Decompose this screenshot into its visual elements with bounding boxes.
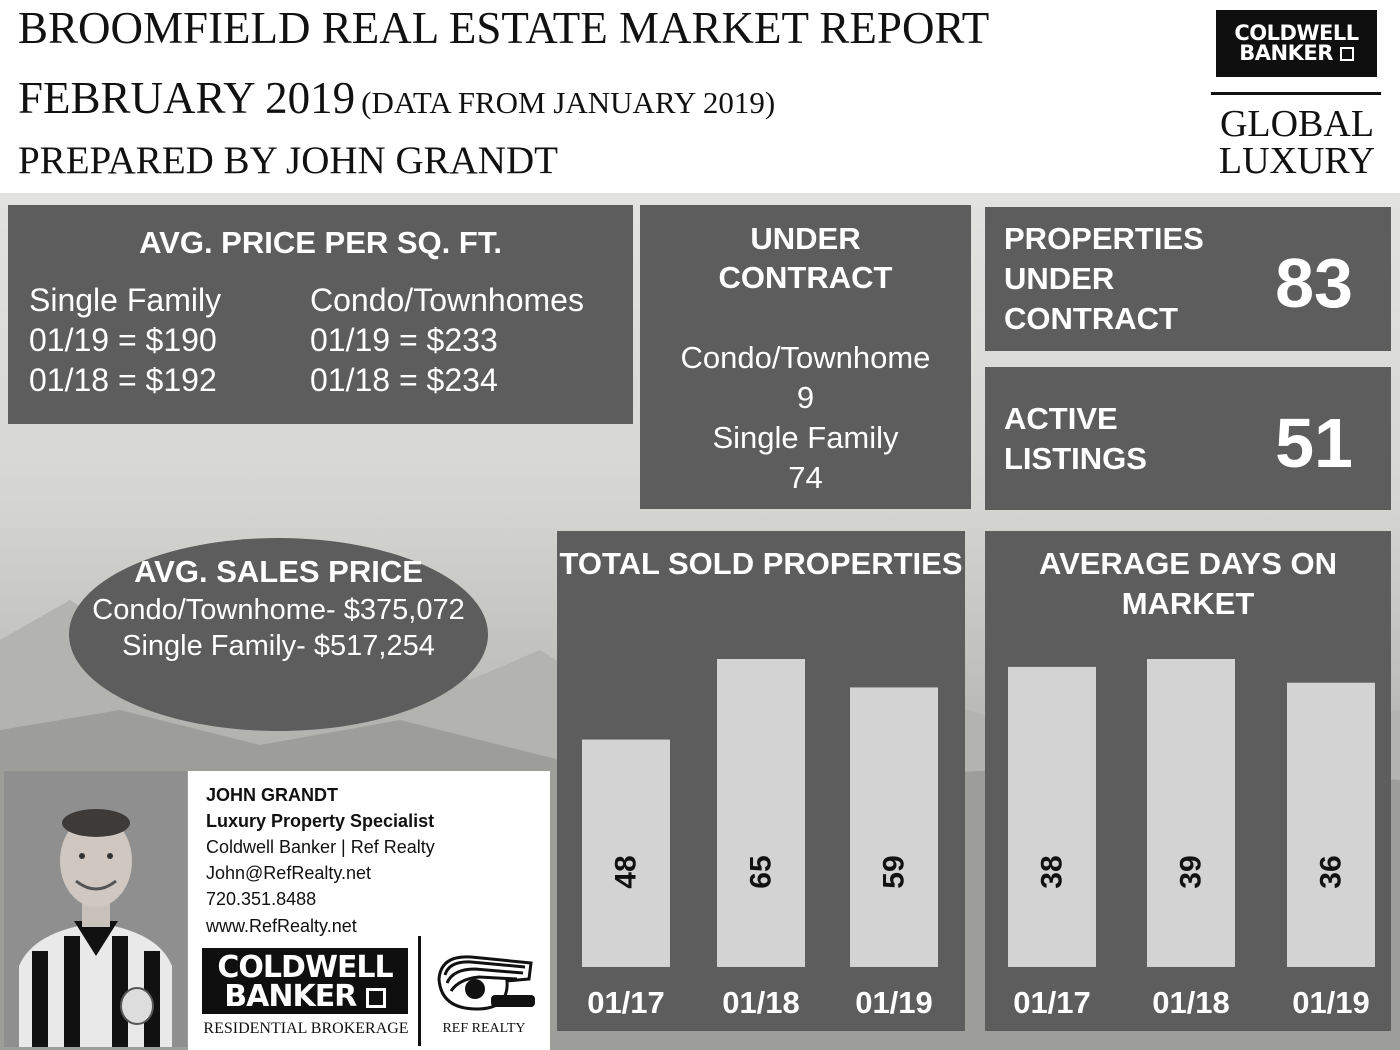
brokerage-logo-line2: BANKER [202, 979, 408, 1014]
properties-under-contract-label: PROPERTIES UNDER CONTRACT [1004, 219, 1204, 339]
brokerage-mark-icon [365, 987, 386, 1008]
x-tick-label: 01/19 [1292, 985, 1370, 1020]
logo-line2: BANKER [1216, 41, 1377, 65]
under-contract-title-line2: CONTRACT [718, 260, 893, 295]
logo-line2-text: BANKER [1239, 41, 1333, 65]
logo-line1: COLDWELL [1234, 21, 1359, 45]
report-month: FEBRUARY 2019 [18, 73, 356, 123]
price-per-sqft-panel: AVG. PRICE PER SQ. FT. Single Family 01/… [8, 205, 633, 424]
brokerage-logo-line1: COLDWELL [217, 950, 393, 985]
bar-value-label: 59 [878, 855, 911, 888]
brokerage-logo: COLDWELL BANKER [202, 948, 408, 1014]
puc-line3: CONTRACT [1004, 301, 1178, 336]
x-tick-label: 01/18 [722, 985, 800, 1020]
properties-under-contract-value: 83 [1275, 244, 1353, 322]
avg-sales-price-panel: AVG. SALES PRICE Condo/Townhome- $375,07… [69, 538, 488, 731]
puc-line2: UNDER [1004, 261, 1115, 296]
x-tick-label: 01/18 [1152, 985, 1230, 1020]
single-family-label: Single Family [712, 420, 899, 455]
total-sold-chart: TOTAL SOLD PROPERTIES 48 01/17 65 01/18 59 01… [557, 531, 965, 1031]
global-luxury-logo: GLOBAL LUXURY [1206, 103, 1388, 182]
x-tick-label: 01/17 [587, 985, 665, 1020]
active-listings-value: 51 [1275, 404, 1353, 482]
days-on-market-plot: 38 01/17 39 01/18 36 01/19 [1008, 659, 1375, 1020]
puc-line1: PROPERTIES [1004, 221, 1204, 256]
x-tick-label: 01/17 [1013, 985, 1091, 1020]
under-contract-title-line1: UNDER [750, 221, 861, 256]
properties-under-contract-panel: PROPERTIES UNDER CONTRACT 83 [985, 207, 1391, 351]
condo-current: 01/19 = $233 [310, 322, 498, 358]
report-title: BROOMFIELD REAL ESTATE MARKET REPORT [18, 3, 990, 53]
price-per-sqft-title: AVG. PRICE PER SQ. FT. [139, 225, 502, 260]
under-contract-panel: UNDER CONTRACT Condo/Townhome 9 Single F… [640, 205, 971, 509]
agent-company: Coldwell Banker | Ref Realty [206, 837, 435, 857]
report-date: FEBRUARY 2019 (DATA FROM JANUARY 2019) [18, 72, 775, 124]
bar-01-18 [1147, 659, 1235, 967]
bar-value-label: 39 [1175, 855, 1208, 888]
agent-website[interactable]: www.RefRealty.net [206, 916, 357, 936]
bar-01-18 [717, 659, 805, 967]
avg-sales-price-title: AVG. SALES PRICE [134, 554, 423, 589]
active-listings-panel: ACTIVE LISTINGS 51 [985, 367, 1391, 510]
data-range-note: (DATA FROM JANUARY 2019) [361, 85, 776, 120]
bar-01-17 [582, 739, 670, 967]
logo-divider [1211, 92, 1381, 95]
logo-separator [418, 936, 421, 1046]
agent-email[interactable]: John@RefRealty.net [206, 863, 372, 883]
single-family-previous: 01/18 = $192 [29, 362, 217, 398]
bar-01-19 [1287, 682, 1375, 967]
luxury-line2: LUXURY [1218, 140, 1376, 182]
al-line1: ACTIVE [1004, 401, 1118, 436]
single-family-current: 01/19 = $190 [29, 322, 217, 358]
agent-photo [4, 771, 187, 1047]
condo-label: Condo/Townhomes [310, 282, 584, 318]
bar-value-label: 65 [745, 855, 778, 888]
agent-phone[interactable]: 720.351.8488 [206, 889, 317, 909]
agent-portrait-icon [4, 771, 187, 1047]
bar-value-label: 38 [1036, 855, 1069, 888]
bar-value-label: 36 [1315, 855, 1348, 888]
brokerage-logo-line2-text: BANKER [224, 979, 357, 1014]
single-family-value: 74 [788, 460, 823, 495]
x-tick-label: 01/19 [855, 985, 933, 1020]
total-sold-title: TOTAL SOLD PROPERTIES [559, 546, 963, 581]
bar-01-19 [850, 687, 938, 967]
under-contract-list: Condo/Townhome 9 Single Family 74 [640, 338, 971, 498]
agent-contact-card: JOHN GRANDT Luxury Property Specialist C… [188, 771, 550, 1050]
days-on-market-chart: AVERAGE DAYS ON MARKET 38 01/17 39 01/18 36 0… [985, 531, 1391, 1031]
whistle-icon [437, 955, 535, 1011]
coldwell-banker-logo: COLDWELL BANKER [1216, 10, 1377, 77]
condo-previous: 01/18 = $234 [310, 362, 498, 398]
prepared-by: PREPARED BY JOHN GRANDT [18, 139, 558, 182]
bar-01-17 [1008, 666, 1096, 967]
agent-name: JOHN GRANDT [206, 785, 339, 805]
avg-sales-price-condo: Condo/Townhome- $375,072 [92, 594, 465, 626]
active-listings-label: ACTIVE LISTINGS [1004, 399, 1147, 479]
bar-value-label: 48 [610, 855, 643, 888]
agent-role: Luxury Property Specialist [206, 811, 435, 831]
single-family-label: Single Family [29, 282, 222, 318]
al-line2: LISTINGS [1004, 441, 1147, 476]
ref-realty-label: REF REALTY [442, 1021, 526, 1036]
condo-townhome-label: Condo/Townhome [680, 340, 931, 375]
under-contract-title: UNDER CONTRACT [640, 219, 971, 297]
brokerage-subtitle: RESIDENTIAL BROKERAGE [203, 1020, 409, 1037]
luxury-line1: GLOBAL [1219, 103, 1375, 145]
condo-column: Condo/Townhomes 01/19 = $233 01/18 = $23… [310, 280, 584, 400]
single-family-column: Single Family 01/19 = $190 01/18 = $192 [29, 280, 221, 400]
condo-townhome-value: 9 [796, 380, 815, 415]
cb-mark-icon [1339, 47, 1354, 61]
avg-sales-price-single: Single Family- $517,254 [122, 630, 435, 662]
total-sold-plot: 48 01/17 65 01/18 59 01/19 [582, 659, 938, 1020]
days-on-market-title: AVERAGE DAYS ON MARKET [1038, 546, 1337, 621]
